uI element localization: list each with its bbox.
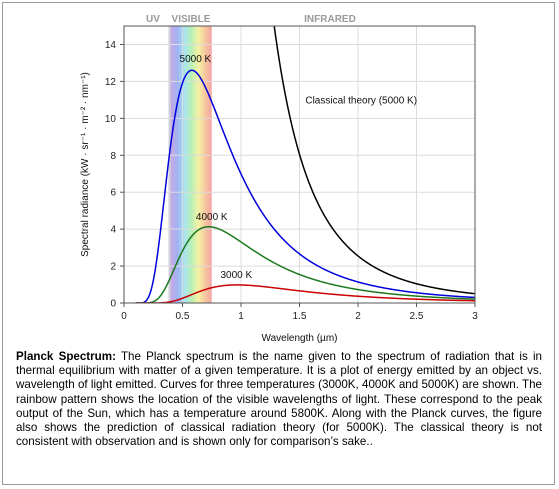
- y-tick-label: 14: [105, 40, 117, 51]
- planck-chart: 0 0.5 1 1.5 2 2.5 3 0 2 4 6 8 10 12 14 UV VISIBLE INFRAR…: [80, 14, 478, 344]
- series-label-3000-k: 3000 K: [220, 270, 252, 281]
- x-axis-label: Wavelength (µm): [262, 333, 338, 344]
- y-tick-label: 8: [110, 151, 116, 162]
- series-label-4000-k: 4000 K: [196, 212, 228, 223]
- visible-band: [170, 26, 212, 303]
- y-tick-label: 2: [110, 262, 116, 273]
- figure-caption: Planck Spectrum: The Planck spectrum is …: [16, 350, 542, 449]
- x-tick-label: 1: [238, 311, 244, 322]
- visible-band-label: VISIBLE: [172, 14, 211, 25]
- series-line-5000-k: [135, 69, 475, 303]
- caption-title: Planck Spectrum:: [16, 350, 116, 363]
- x-tick-label: 0.5: [176, 311, 190, 322]
- uv-band: [168, 26, 171, 303]
- y-tick-label: 6: [110, 188, 116, 199]
- x-tick-label: 2: [355, 311, 361, 322]
- y-tick-label: 0: [110, 299, 116, 310]
- x-tick-label: 1.5: [293, 311, 307, 322]
- y-tick-label: 4: [110, 225, 116, 236]
- infrared-band-label: INFRARED: [304, 14, 356, 25]
- uv-band-label: UV: [146, 14, 160, 25]
- series-label-classical-theory-5000-k-: Classical theory (5000 K): [305, 96, 417, 107]
- series-line-classical-theory-5000-k-: [273, 26, 475, 295]
- series-label-5000-k: 5000 K: [180, 54, 212, 65]
- y-axis-label: Spectral radiance (kW · sr⁻¹ · m⁻² · nm⁻…: [80, 72, 91, 257]
- caption-text: The Planck spectrum is the name given to…: [16, 350, 542, 449]
- series-line-4000-k: [135, 226, 475, 303]
- y-tick-label: 12: [105, 77, 117, 88]
- series-line-3000-k: [135, 284, 475, 303]
- x-tick-label: 2.5: [410, 311, 424, 322]
- y-tick-label: 10: [105, 114, 117, 125]
- x-tick-label: 0: [121, 311, 127, 322]
- x-tick-label: 3: [472, 311, 478, 322]
